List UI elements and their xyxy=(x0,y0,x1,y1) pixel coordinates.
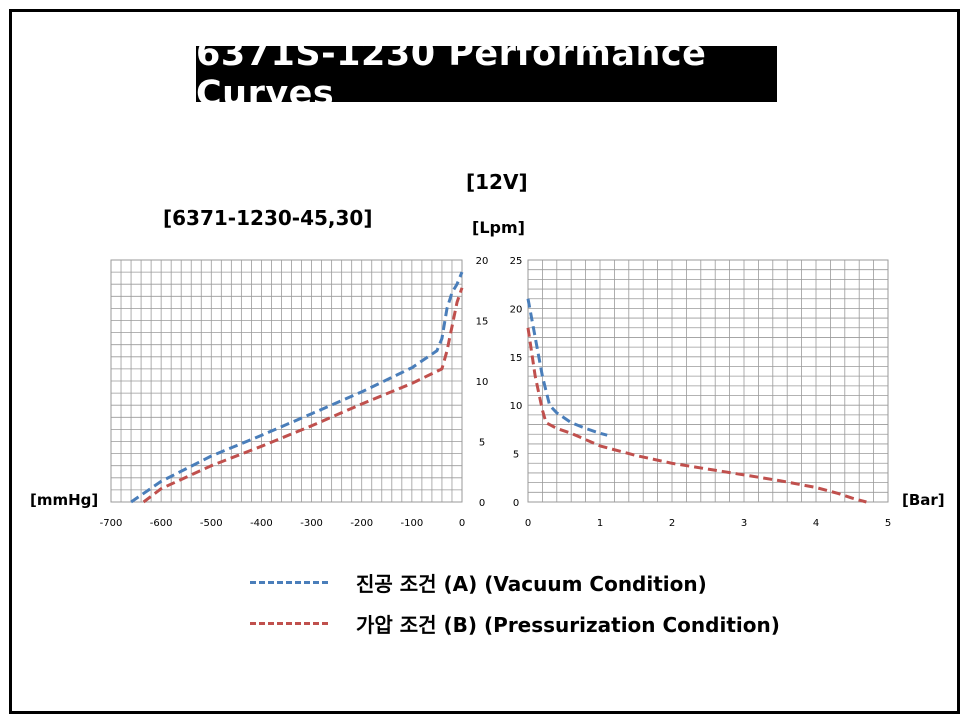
pressure-x-tick-label: 2 xyxy=(669,518,675,529)
vacuum-series-vacuum xyxy=(130,271,464,504)
pressure-y-tick-label: 0 xyxy=(513,498,519,509)
vacuum-y-tick-label: 0 xyxy=(479,498,485,509)
vacuum-y-tick-label: 5 xyxy=(479,438,485,449)
vacuum-x-tick-label: -500 xyxy=(200,518,223,529)
pressure-y-tick-label: 15 xyxy=(510,353,523,364)
pressure-x-tick-label: 1 xyxy=(597,518,603,529)
legend-item-pressurization: 가압 조건 (B) (Pressurization Condition) xyxy=(250,608,780,638)
vacuum-x-tick-label: -700 xyxy=(100,518,123,529)
vacuum-x-tick-label: -600 xyxy=(150,518,173,529)
pressure-series-pressurization xyxy=(526,327,867,504)
y-unit-label: [Lpm] xyxy=(472,218,525,237)
vacuum-x-tick-label: -300 xyxy=(300,518,323,529)
legend-item-vacuum: 진공 조건 (A) (Vacuum Condition) xyxy=(250,567,707,597)
vacuum-plot: -700 -600 -500 -400 -300 -200 -100 0 0 5 10 15 20 xyxy=(100,256,489,529)
legend-swatch-vacuum xyxy=(250,580,328,584)
pressure-x-tick-label: 4 xyxy=(813,518,819,529)
pressure-plot: 0 1 2 3 4 5 0 5 10 15 20 25 xyxy=(510,256,892,529)
vacuum-x-tick-label: -200 xyxy=(350,518,373,529)
vacuum-x-tick-label: -100 xyxy=(401,518,424,529)
left-x-unit-label: [mmHg] xyxy=(30,491,99,509)
pressure-plot-area xyxy=(527,259,889,503)
model-label: [6371-1230-45,30] xyxy=(163,206,373,230)
vacuum-y-tick-label: 20 xyxy=(476,256,489,267)
legend-swatch-pressurization xyxy=(250,621,328,625)
vacuum-x-tick-label: -400 xyxy=(250,518,273,529)
legend-label-vacuum: 진공 조건 (A) (Vacuum Condition) xyxy=(356,571,707,596)
legend-label-pressurization: 가압 조건 (B) (Pressurization Condition) xyxy=(356,612,780,637)
pressure-y-tick-label: 25 xyxy=(510,256,523,267)
pressure-y-tick-label: 5 xyxy=(513,450,519,461)
outer-frame xyxy=(9,9,960,714)
pressure-x-tick-label: 0 xyxy=(525,518,531,529)
vacuum-y-tick-label: 15 xyxy=(476,317,489,328)
right-x-unit-label: [Bar] xyxy=(902,491,945,509)
pressure-x-tick-label: 5 xyxy=(885,518,891,529)
pressure-series-vacuum xyxy=(526,298,608,437)
pressure-x-tick-label: 3 xyxy=(741,518,747,529)
vacuum-x-tick-label: 0 xyxy=(459,518,465,529)
voltage-label: [12V] xyxy=(466,170,528,194)
vacuum-series-pressurization xyxy=(142,287,464,504)
vacuum-y-tick-label: 10 xyxy=(476,377,489,388)
pressure-y-tick-label: 20 xyxy=(510,304,523,315)
pressure-y-tick-label: 10 xyxy=(510,401,523,412)
